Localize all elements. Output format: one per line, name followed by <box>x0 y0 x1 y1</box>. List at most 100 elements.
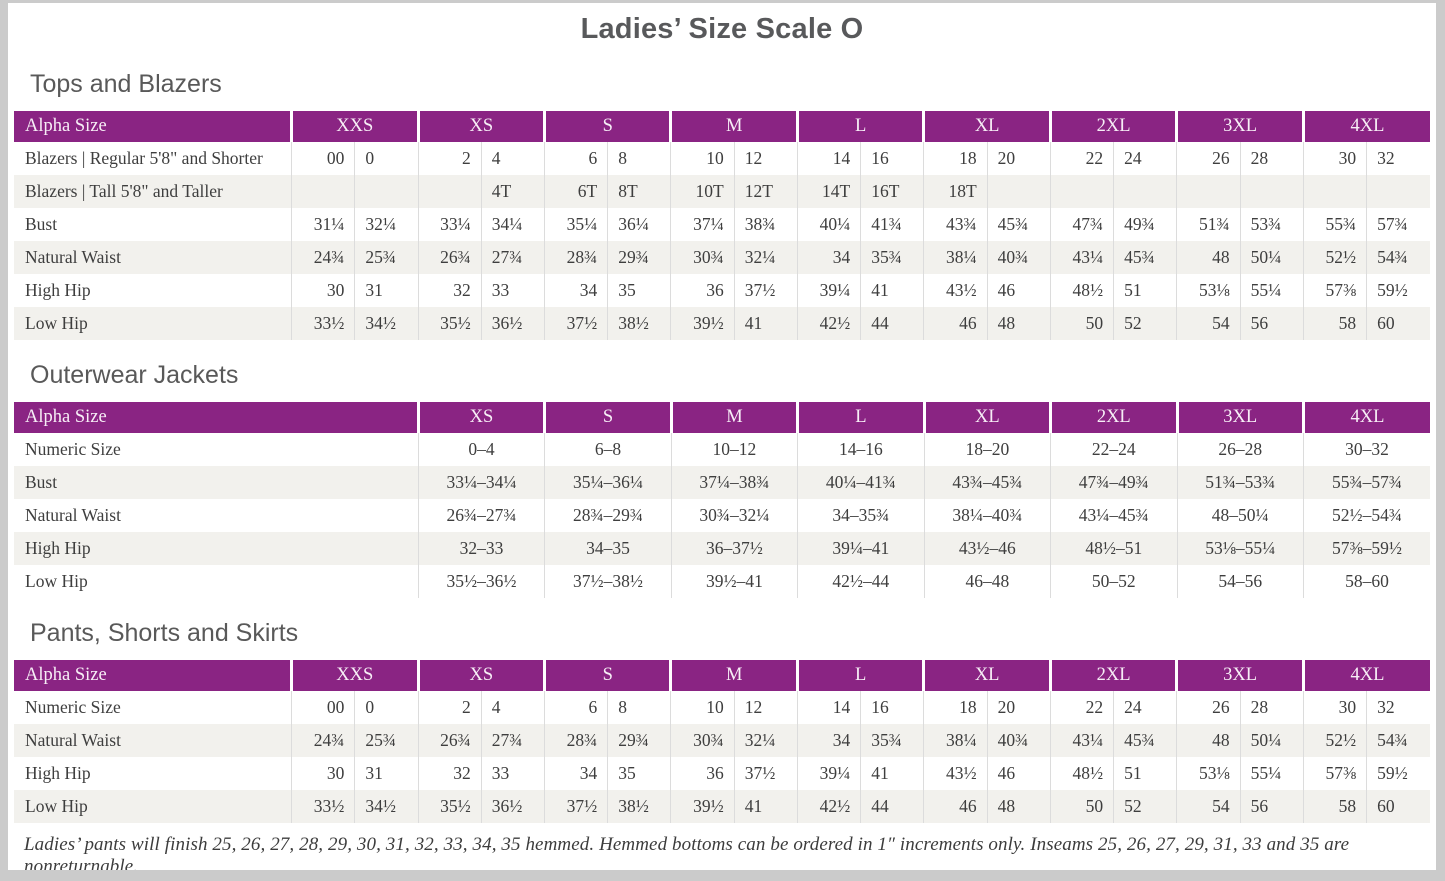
size-value-cell: 38¼ <box>923 724 988 757</box>
size-value-cell: 59½ <box>1366 757 1430 790</box>
size-value-cell: 45¾ <box>1113 724 1177 757</box>
table-row: High Hip 30 31 32 33 34 35 36 37½ 39¼ 41 43½ 46 48½ 51… <box>14 757 1430 790</box>
size-value-cell: 0 <box>354 691 419 724</box>
size-value-cell: 34 <box>796 724 861 757</box>
size-value-cell: 8 <box>607 142 671 175</box>
size-column-header: 3XL <box>1175 402 1304 433</box>
size-value-cell: 53¾ <box>1239 208 1304 241</box>
size-value-cell: 48½–51 <box>1050 532 1177 565</box>
table-row: Blazers | Tall 5'8" and Taller 4T 6T 8T 10T 1… <box>14 175 1430 208</box>
size-column-header: L <box>795 660 924 691</box>
size-value-cell: 00 <box>291 691 355 724</box>
size-value-cell: 30 <box>1302 142 1367 175</box>
size-value-cell: 51¾–53¾ <box>1176 466 1304 499</box>
size-value-cell: 53⅛–55¼ <box>1176 532 1304 565</box>
size-value-cell: 34 <box>544 757 608 790</box>
size-value-cell: 39¼–41 <box>797 532 925 565</box>
size-value-cell <box>1049 175 1114 208</box>
header-row: Alpha Size XS S M L XL 2XL 3XL 4XL <box>14 402 1430 433</box>
size-value-cell: 46 <box>986 757 1051 790</box>
size-value-cell: 36¼ <box>607 208 671 241</box>
size-value-cell: 31¼ <box>291 208 355 241</box>
size-column-header: 2XL <box>1048 660 1177 691</box>
size-value-cell: 16T <box>860 175 924 208</box>
size-value-cell: 54¾ <box>1366 724 1430 757</box>
size-value-cell: 25¾ <box>354 241 419 274</box>
size-value-cell: 51 <box>1113 274 1177 307</box>
size-value-cell: 14 <box>796 691 861 724</box>
table-row: Natural Waist 24¾ 25¾ 26¾ 27¾ 28¾ 29¾ 30¾ 32¼ 34 3… <box>14 241 1430 274</box>
table-row: Low Hip 33½ 34½ 35½ 36½ 37½ 38½ 39½ 41 42½ 44 46 48 5… <box>14 307 1430 340</box>
size-column-header: S <box>543 660 671 691</box>
size-value-cell: 53⅛ <box>1176 274 1241 307</box>
size-value-cell: 30¾–32¼ <box>670 499 798 532</box>
table-row: Bust 31¼ 32¼ 33¼ 34¼ 35¼ 36¼ 37¼ 38¾ 40¼ 41¾ 43¾ 45¾… <box>14 208 1430 241</box>
table-row: Natural Waist 26¾–27¾ 28¾–29¾ 30¾–32¼ 34–35¾… <box>14 499 1430 532</box>
size-value-cell: 31 <box>354 274 419 307</box>
table-row: High Hip 30 31 32 33 34 35 36 37½ 39¼ 41 43½ 46 48½ 51… <box>14 274 1430 307</box>
size-table: Alpha Size XXS XS S M L XL 2XL 3XL 4XL Blazers | R… <box>14 111 1430 340</box>
content: Ladies’ Size Scale O Tops and Blazers Alp… <box>8 13 1436 870</box>
size-value-cell: 55¾ <box>1302 208 1367 241</box>
size-value-cell: 8 <box>607 691 671 724</box>
size-column-header: XXS <box>290 660 419 691</box>
row-label: Low Hip <box>25 571 88 591</box>
size-value-cell: 35 <box>607 274 671 307</box>
size-value-cell: 35¾ <box>860 724 924 757</box>
size-value-cell: 35¾ <box>860 241 924 274</box>
size-value-cell: 4 <box>480 691 545 724</box>
size-value-cell: 32–33 <box>417 532 545 565</box>
size-value-cell: 32 <box>1366 691 1430 724</box>
size-value-cell: 29¾ <box>607 724 671 757</box>
size-value-cell: 24 <box>1113 691 1177 724</box>
size-value-cell: 37½ <box>733 274 798 307</box>
size-value-cell: 57¾ <box>1366 208 1430 241</box>
size-value-cell: 46–48 <box>923 565 1051 598</box>
size-column-header: 4XL <box>1301 660 1430 691</box>
size-value-cell: 39½–41 <box>670 565 798 598</box>
size-column-header: XXS <box>290 111 419 142</box>
header-row: Alpha Size XXS XS S M L XL 2XL 3XL 4XL <box>14 111 1430 142</box>
table-row: High Hip 32–33 34–35 36–37½ 39¼–41 43½–46 48½–… <box>14 532 1430 565</box>
size-value-cell: 48 <box>1176 724 1241 757</box>
size-value-cell: 33½ <box>291 790 355 823</box>
size-value-cell: 47¾–49¾ <box>1050 466 1177 499</box>
size-value-cell: 34½ <box>354 790 419 823</box>
size-value-cell: 26¾ <box>417 724 482 757</box>
size-value-cell: 10T <box>670 175 735 208</box>
size-value-cell: 26–28 <box>1176 433 1304 466</box>
size-value-cell: 48½ <box>1049 274 1114 307</box>
size-value-cell: 34 <box>544 274 608 307</box>
size-value-cell: 50 <box>1049 307 1114 340</box>
size-column-header: 3XL <box>1175 660 1304 691</box>
size-value-cell: 32¼ <box>733 241 798 274</box>
size-column-header: L <box>795 111 924 142</box>
table-row: Numeric Size 00 0 2 4 6 8 10 12 14 16 18 20 22 24 26 28 3… <box>14 691 1430 724</box>
size-value-cell: 54 <box>1176 790 1241 823</box>
size-value-cell: 35½–36½ <box>417 565 545 598</box>
size-value-cell: 6–8 <box>544 433 672 466</box>
size-value-cell: 28¾ <box>544 241 608 274</box>
size-value-cell: 47¾ <box>1049 208 1114 241</box>
size-value-cell: 34–35 <box>544 532 672 565</box>
size-value-cell: 46 <box>986 274 1051 307</box>
size-value-cell: 10 <box>670 142 735 175</box>
size-value-cell: 37½ <box>544 307 608 340</box>
size-value-cell: 38¼–40¾ <box>923 499 1051 532</box>
size-value-cell: 30–32 <box>1302 433 1430 466</box>
size-value-cell: 24¾ <box>291 241 355 274</box>
size-value-cell: 41¾ <box>860 208 924 241</box>
size-value-cell: 00 <box>291 142 355 175</box>
size-value-cell: 4 <box>480 142 545 175</box>
size-value-cell: 48 <box>986 307 1051 340</box>
size-value-cell: 29¾ <box>607 241 671 274</box>
size-value-cell: 51¾ <box>1176 208 1241 241</box>
size-value-cell: 0–4 <box>417 433 545 466</box>
table-row: Low Hip 33½ 34½ 35½ 36½ 37½ 38½ 39½ 41 42½ 44 46 48 5… <box>14 790 1430 823</box>
size-value-cell: 43¾ <box>923 208 988 241</box>
page: Ladies’ Size Scale O Tops and Blazers Alp… <box>8 3 1436 870</box>
size-value-cell: 37¼–38¾ <box>670 466 798 499</box>
alpha-size-header: Alpha Size <box>14 402 419 433</box>
size-value-cell: 43½–46 <box>923 532 1051 565</box>
size-value-cell: 46 <box>923 307 988 340</box>
